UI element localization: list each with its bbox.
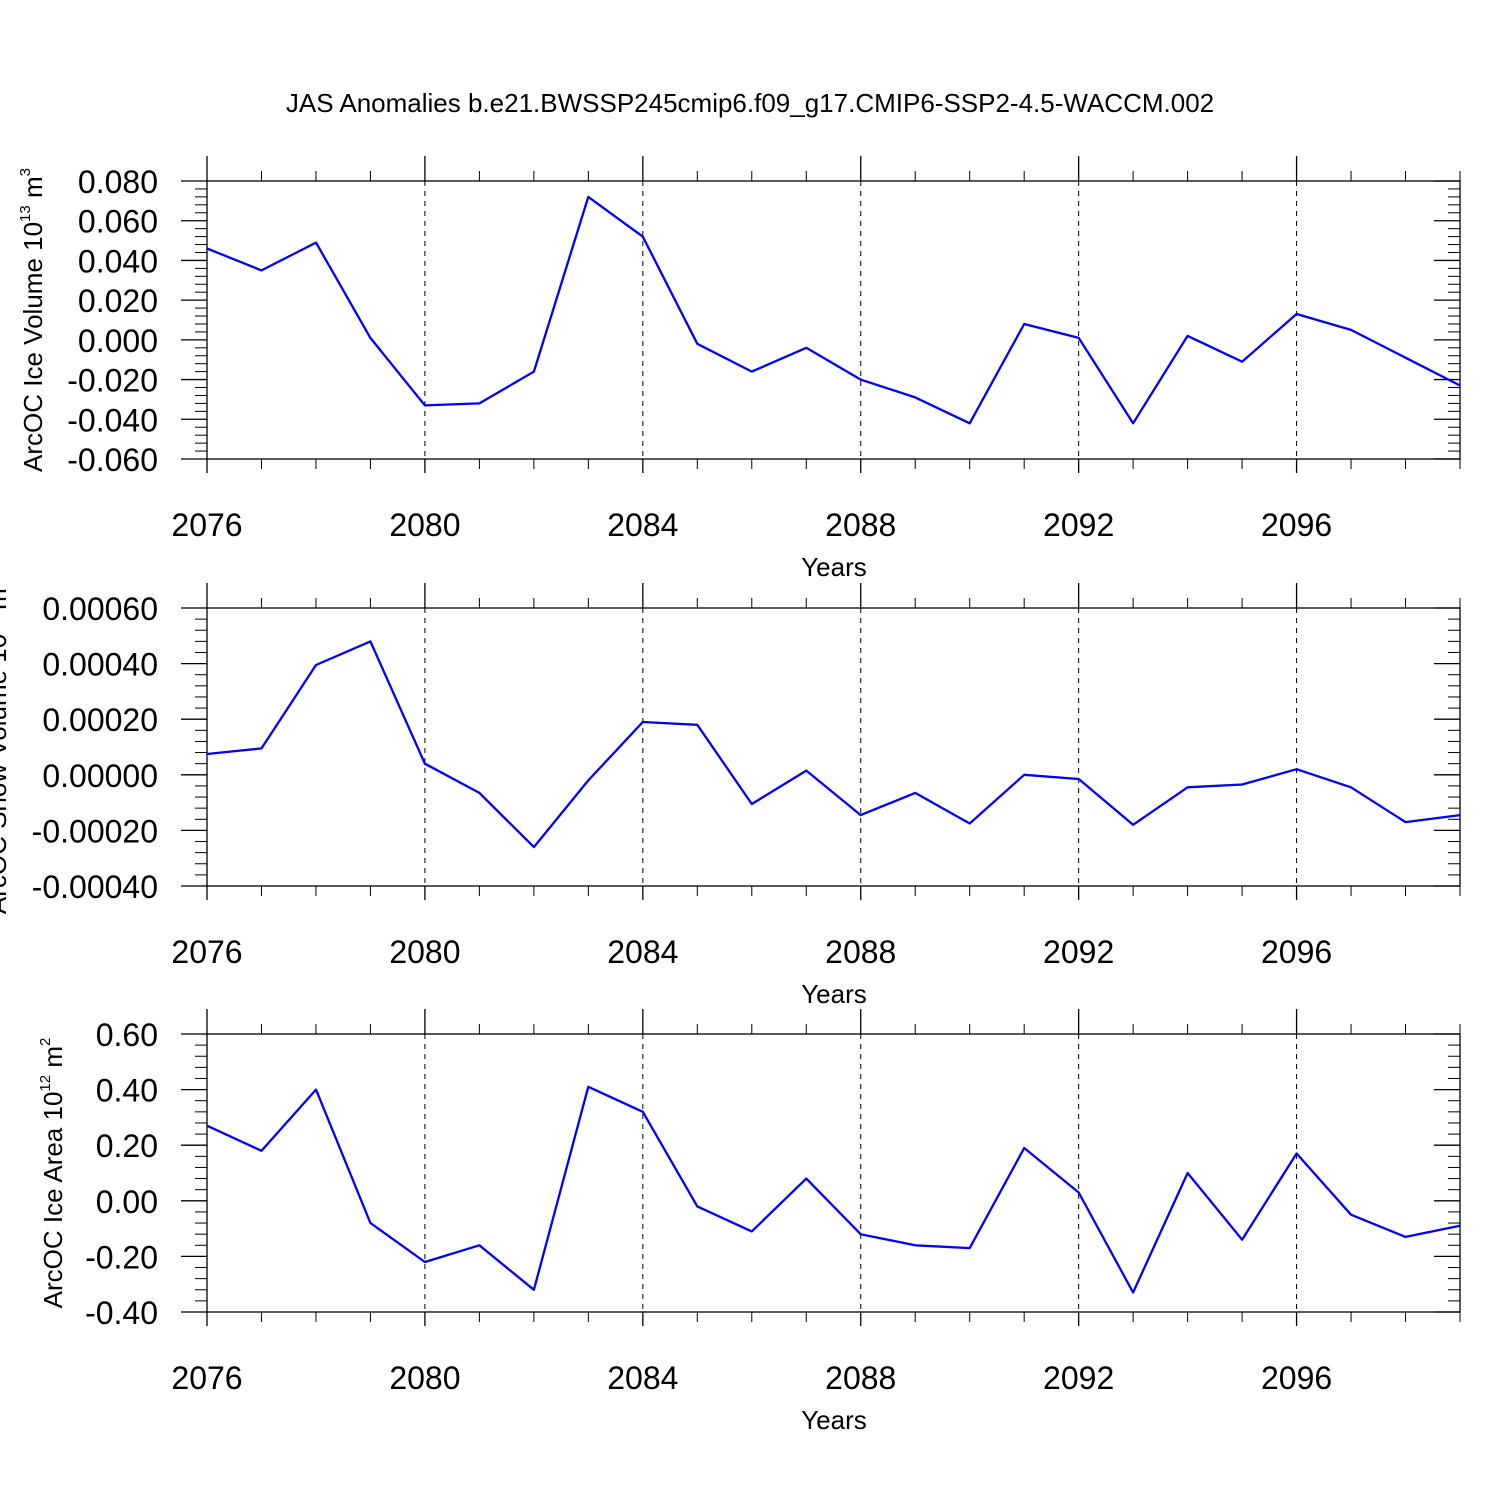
y-tick-label: 0.20 (96, 1128, 158, 1164)
y-axis-title-superscript: 13 (17, 205, 34, 222)
x-tick-label: 2080 (389, 1360, 460, 1396)
x-tick-label: 2096 (1261, 507, 1332, 543)
y-axis-title: ArcOC Ice Area 1012 m2 (37, 1038, 68, 1309)
x-tick-label: 2084 (607, 934, 678, 970)
y-tick-label: -0.020 (67, 363, 158, 399)
y-tick-label: -0.00040 (32, 869, 158, 905)
y-axis-title-text: m (18, 176, 48, 205)
chart-panel-1: 2076 2080 2084 2088 2092 2096 -0.060 -0.040-0.0… (17, 156, 1460, 582)
x-axis-title: Years (801, 1405, 867, 1435)
y-tick-label: 0.00000 (42, 758, 158, 794)
x-tick-label: 2084 (607, 507, 678, 543)
plot-frame (207, 181, 1460, 459)
x-tick-label: 2076 (171, 507, 242, 543)
y-tick-label: 0.40 (96, 1073, 158, 1109)
y-tick-label: 0.020 (78, 283, 158, 319)
y-tick-label: 0.040 (78, 243, 158, 279)
y-axis-title-text: m (38, 1046, 68, 1075)
chart-panel-3: 2076 2080 2084 2088 2092 2096 -0.40 -0.20 0.00 0.… (37, 1009, 1460, 1435)
x-tick-label: 2088 (825, 1360, 896, 1396)
y-tick-label: -0.040 (67, 402, 158, 438)
x-tick-label: 2096 (1261, 1360, 1332, 1396)
series-line (207, 1087, 1460, 1293)
y-tick-label: -0.40 (85, 1295, 158, 1331)
y-tick-label: -0.060 (67, 442, 158, 478)
plot-frame (207, 1034, 1460, 1312)
y-axis-title-superscript: 12 (37, 1075, 54, 1092)
y-tick-label: -0.00020 (32, 813, 158, 849)
x-tick-label: 2092 (1043, 1360, 1114, 1396)
x-axis-title: Years (801, 979, 867, 1009)
x-tick-label: 2080 (389, 934, 460, 970)
x-tick-label: 2088 (825, 507, 896, 543)
x-tick-label: 2076 (171, 1360, 242, 1396)
y-axis-title-text: ArcOC Ice Area 10 (38, 1092, 68, 1309)
series-line (207, 197, 1460, 423)
x-tick-label: 2088 (825, 934, 896, 970)
x-axis-title: Years (801, 552, 867, 582)
y-tick-label: 0.00060 (42, 591, 158, 627)
x-tick-label: 2092 (1043, 934, 1114, 970)
x-tick-label: 2084 (607, 1360, 678, 1396)
y-axis-title: ArcOC Ice Volume 1013 m3 (17, 168, 48, 472)
chart-panel-2: 2076 2080 2084 2088 2092 2096 -0.00040 -0.00020… (0, 580, 1460, 1009)
y-tick-label: -0.20 (85, 1239, 158, 1275)
y-axis-title-text: ArcOC Snow Volume 10 (0, 634, 12, 914)
y-axis-title-superscript: 2 (37, 1038, 54, 1046)
x-tick-label: 2080 (389, 507, 460, 543)
series-line (207, 641, 1460, 847)
x-tick-label: 2092 (1043, 507, 1114, 543)
y-axis-title: ArcOC Snow Volume 1013 m3 (0, 580, 12, 914)
y-tick-label: 0.00 (96, 1184, 158, 1220)
x-tick-label: 2096 (1261, 934, 1332, 970)
y-tick-label: 0.080 (78, 164, 158, 200)
x-tick-label: 2076 (171, 934, 242, 970)
y-axis-title-text: ArcOC Ice Volume 10 (18, 222, 48, 472)
y-tick-label: 0.060 (78, 204, 158, 240)
y-tick-label: 0.00040 (42, 647, 158, 683)
y-axis-title-superscript: 3 (17, 168, 34, 176)
plot-frame (207, 608, 1460, 886)
y-axis-title-text: m (0, 588, 12, 617)
y-tick-label: 0.00020 (42, 702, 158, 738)
figure-title: JAS Anomalies b.e21.BWSSP245cmip6.f09_g1… (286, 88, 1214, 118)
y-tick-label: 0.000 (78, 323, 158, 359)
y-tick-label: 0.60 (96, 1017, 158, 1053)
